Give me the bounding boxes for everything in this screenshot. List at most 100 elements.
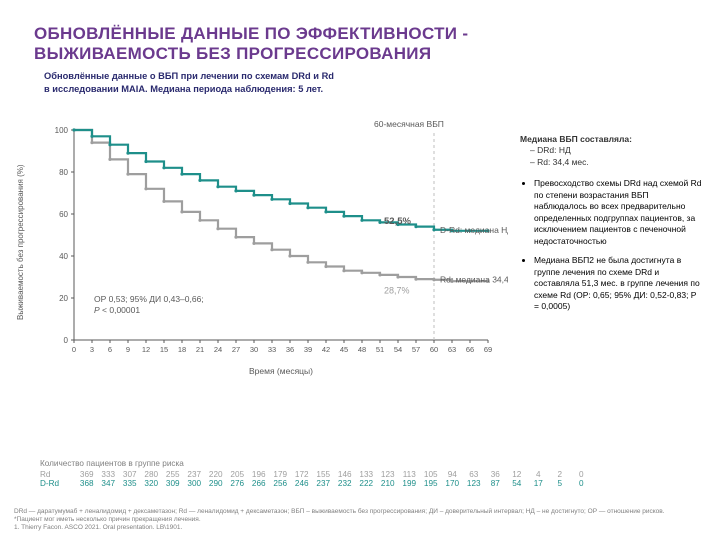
risk-value: 196 [248,470,270,479]
title-line2: ВЫЖИВАЕМОСТЬ БЕЗ ПРОГРЕССИРОВАНИЯ [34,44,468,64]
risk-value: 170 [442,479,464,488]
risk-row-drd: D-Rd 36834733532030930029027626625624623… [40,479,680,488]
svg-text:40: 40 [59,252,68,261]
risk-table: Количество пациентов в группе риска Rd 3… [40,459,680,488]
footnote-line1: DRd — даратумумаб + леналидомид + дексам… [14,508,694,516]
svg-text:42: 42 [322,345,330,354]
svg-text:Rd: медиана 34,4 месяца: Rd: медиана 34,4 месяца [440,275,508,285]
svg-text:54: 54 [394,345,402,354]
svg-text:18: 18 [178,345,186,354]
svg-text:3: 3 [90,345,94,354]
svg-text:48: 48 [358,345,366,354]
svg-text:36: 36 [286,345,294,354]
risk-value: 5 [549,479,571,488]
risk-value: 320 [141,479,163,488]
risk-rd-values: 3693333072802552372202051961791721551461… [76,470,592,479]
slide-subtitle: Обновлённые данные о ВБП при лечении по … [44,70,334,95]
footnote-line3: 1. Thierry Facon. ASCO 2021. Oral presen… [14,524,694,532]
risk-value: 199 [399,479,421,488]
svg-text:27: 27 [232,345,240,354]
footnote: DRd — даратумумаб + леналидомид + дексам… [14,508,694,532]
risk-value: 133 [356,470,378,479]
svg-text:45: 45 [340,345,348,354]
risk-drd-values: 3683473353203093002902762662562462372322… [76,479,592,488]
risk-value: 54 [506,479,528,488]
subtitle-line1: Обновлённые данные о ВБП при лечении по … [44,70,334,83]
risk-value: 4 [528,470,550,479]
risk-value: 369 [76,470,98,479]
svg-text:51: 51 [376,345,384,354]
title-line1: ОБНОВЛЁННЫЕ ДАННЫЕ ПО ЭФФЕКТИВНОСТИ - [34,24,468,44]
median-drd: – DRd: НД [520,145,702,156]
risk-value: 146 [334,470,356,479]
risk-value: 17 [528,479,550,488]
subtitle-line2: в исследовании MAIA. Медиана периода наб… [44,83,334,96]
svg-text:12: 12 [142,345,150,354]
svg-text:60: 60 [59,210,68,219]
risk-value: 222 [356,479,378,488]
svg-text:60: 60 [430,345,438,354]
risk-value: 155 [313,470,335,479]
slide-title: ОБНОВЛЁННЫЕ ДАННЫЕ ПО ЭФФЕКТИВНОСТИ - ВЫ… [34,24,468,64]
svg-text:60-месячная ВБП: 60-месячная ВБП [374,120,444,129]
risk-value: 307 [119,470,141,479]
svg-text:39: 39 [304,345,312,354]
risk-value: 87 [485,479,507,488]
risk-value: 276 [227,479,249,488]
risk-value: 368 [76,479,98,488]
risk-value: 246 [291,479,313,488]
risk-value: 309 [162,479,184,488]
risk-value: 172 [291,470,313,479]
svg-text:80: 80 [59,168,68,177]
risk-value: 0 [571,470,593,479]
risk-value: 195 [420,479,442,488]
risk-value: 300 [184,479,206,488]
svg-text:63: 63 [448,345,456,354]
risk-value: 347 [98,479,120,488]
side-bullets: Превосходство схемы DRd над схемой Rd по… [520,178,702,312]
risk-value: 335 [119,479,141,488]
side-panel: Медиана ВБП составляла: – DRd: НД – Rd: … [520,134,702,321]
svg-text:15: 15 [160,345,168,354]
svg-text:20: 20 [59,294,68,303]
risk-value: 123 [377,470,399,479]
risk-value: 256 [270,479,292,488]
risk-value: 290 [205,479,227,488]
risk-value: 2 [549,470,571,479]
svg-text:69: 69 [484,345,492,354]
median-head: Медиана ВБП составляла: [520,134,702,145]
risk-value: 36 [485,470,507,479]
risk-rd-label: Rd [40,470,76,479]
risk-value: 280 [141,470,163,479]
svg-text:9: 9 [126,345,130,354]
km-svg: 0204060801000369121518212427303336394245… [38,120,508,380]
svg-text:D-Rd: медиана НД: D-Rd: медиана НД [440,225,508,235]
risk-header: Количество пациентов в группе риска [40,459,680,468]
svg-text:P < 0,00001: P < 0,00001 [94,305,140,315]
risk-value: 210 [377,479,399,488]
risk-value: 179 [270,470,292,479]
svg-text:52,5%: 52,5% [384,216,411,227]
risk-value: 123 [463,479,485,488]
risk-value: 232 [334,479,356,488]
svg-text:66: 66 [466,345,474,354]
svg-text:57: 57 [412,345,420,354]
svg-text:0: 0 [72,345,76,354]
risk-value: 266 [248,479,270,488]
svg-text:30: 30 [250,345,258,354]
risk-value: 237 [184,470,206,479]
risk-value: 333 [98,470,120,479]
svg-text:0: 0 [64,336,69,345]
svg-text:33: 33 [268,345,276,354]
svg-text:28,7%: 28,7% [384,286,410,296]
risk-value: 237 [313,479,335,488]
risk-row-rd: Rd 3693333072802552372202051961791721551… [40,470,680,479]
risk-value: 205 [227,470,249,479]
risk-value: 255 [162,470,184,479]
svg-text:24: 24 [214,345,222,354]
svg-text:Время (месяцы): Время (месяцы) [249,366,313,376]
risk-value: 63 [463,470,485,479]
risk-value: 220 [205,470,227,479]
risk-value: 0 [571,479,593,488]
km-chart: Выживаемость без прогрессирования (%) 02… [38,120,508,380]
